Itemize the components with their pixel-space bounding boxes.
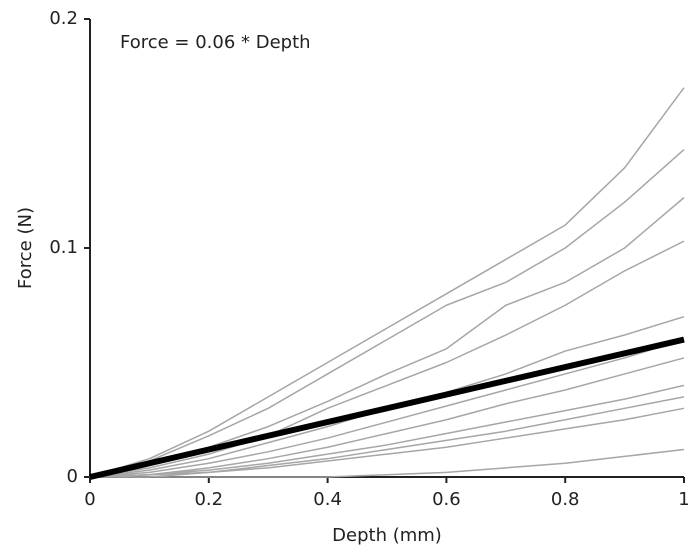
x-axis-title: Depth (mm): [332, 525, 442, 546]
data-line: [89, 396, 685, 478]
data-line: [89, 338, 685, 478]
data-line: [90, 407, 685, 478]
y-tick-label: 0: [67, 466, 78, 487]
x-tick-label: 1: [678, 489, 689, 510]
y-tick-label: 0.1: [49, 237, 78, 258]
data-line: [89, 384, 685, 478]
data-line: [89, 148, 685, 478]
x-tick-label: 0: [84, 489, 95, 510]
fit-line: [89, 336, 685, 480]
data-line: [89, 357, 685, 478]
data-line: [89, 197, 685, 478]
data-line: [90, 448, 685, 478]
data-line: [89, 240, 685, 478]
y-axis-title: Force (N): [15, 207, 36, 289]
x-tick-label: 0.6: [432, 489, 461, 510]
x-tick-label: 0.2: [194, 489, 223, 510]
data-line: [89, 315, 685, 478]
x-tick-label: 0.8: [551, 489, 580, 510]
data-line: [89, 87, 685, 478]
annotation: Force = 0.06 * Depth: [120, 32, 311, 53]
y-tick-label: 0.2: [49, 8, 78, 29]
x-tick-label: 0.4: [313, 489, 342, 510]
